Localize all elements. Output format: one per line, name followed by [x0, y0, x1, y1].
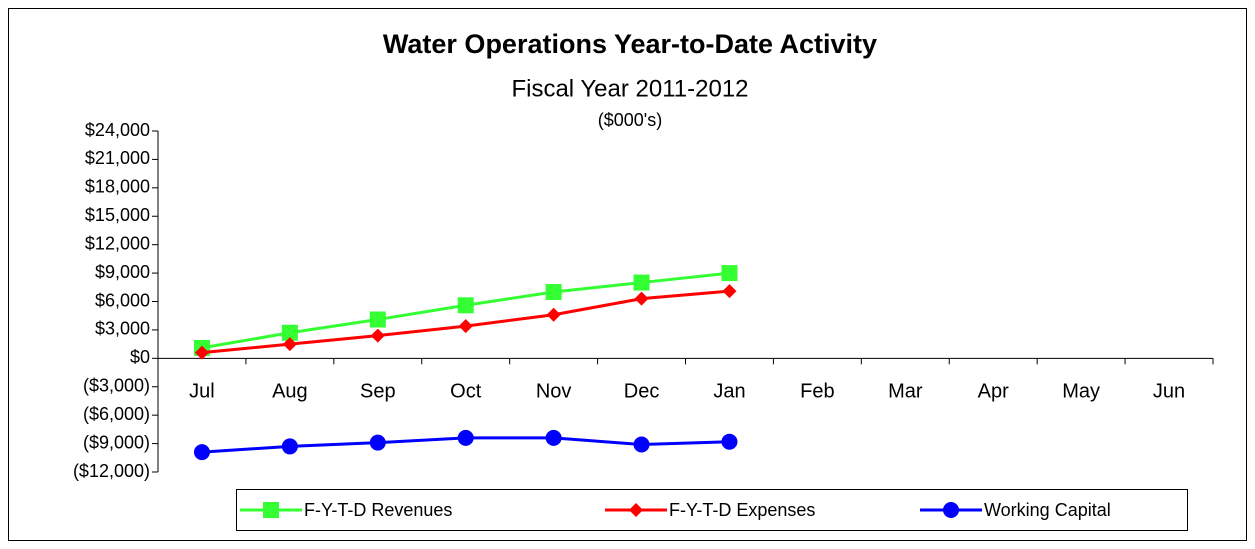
data-point [633, 436, 650, 453]
data-point [633, 274, 650, 291]
data-point [634, 291, 649, 306]
data-point [194, 345, 209, 360]
legend-marker [263, 502, 279, 518]
y-tick-label: ($3,000) [83, 376, 150, 396]
y-tick-label: $9,000 [95, 262, 150, 282]
legend-marker [629, 503, 643, 517]
legend-marker [943, 502, 959, 518]
data-point [721, 433, 738, 450]
x-tick-label: Aug [272, 381, 308, 403]
x-tick-label: Jul [189, 381, 215, 403]
x-tick-label: Nov [536, 381, 572, 403]
y-tick-label: $24,000 [85, 120, 150, 140]
y-tick-label: $0 [130, 347, 150, 367]
data-point [193, 444, 210, 461]
legend-label: F-Y-T-D Revenues [304, 500, 452, 520]
data-point [546, 307, 561, 322]
data-point [458, 319, 473, 334]
data-point [545, 284, 562, 301]
data-point [282, 337, 297, 352]
units-note: ($000's) [598, 110, 662, 130]
data-point [721, 265, 738, 282]
legend-box [236, 489, 1188, 531]
data-point [370, 328, 385, 343]
y-tick-label: $12,000 [85, 233, 150, 253]
x-tick-label: Jun [1153, 381, 1185, 403]
x-tick-label: Feb [800, 381, 834, 403]
y-tick-label: $3,000 [95, 319, 150, 339]
chart-title: Water Operations Year-to-Date Activity [383, 29, 877, 59]
x-tick-label: Dec [624, 381, 660, 403]
data-point [457, 297, 474, 314]
x-tick-label: Apr [978, 381, 1009, 403]
x-tick-label: Oct [450, 381, 482, 403]
y-tick-label: ($9,000) [83, 432, 150, 452]
y-tick-label: ($12,000) [73, 461, 150, 481]
chart-subtitle: Fiscal Year 2011-2012 [511, 75, 748, 102]
data-point [545, 429, 562, 446]
y-tick-label: $18,000 [85, 177, 150, 197]
x-tick-label: Mar [888, 381, 923, 403]
data-point [457, 429, 474, 446]
data-point [281, 324, 298, 341]
x-tick-label: Jan [713, 381, 745, 403]
data-point [369, 434, 386, 451]
y-tick-label: $15,000 [85, 205, 150, 225]
legend-label: Working Capital [984, 500, 1111, 520]
y-tick-label: $6,000 [95, 290, 150, 310]
data-point [369, 311, 386, 328]
x-tick-label: May [1062, 381, 1100, 403]
data-point [722, 284, 737, 299]
legend-label: F-Y-T-D Expenses [669, 500, 815, 520]
data-point [281, 438, 298, 455]
y-tick-label: ($6,000) [83, 404, 150, 424]
x-tick-label: Sep [360, 381, 396, 403]
y-tick-label: $21,000 [85, 148, 150, 168]
